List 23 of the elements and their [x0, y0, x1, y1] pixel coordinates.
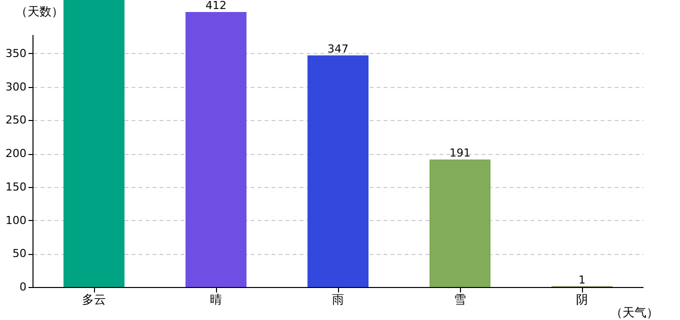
y-tick-label: 150	[6, 180, 26, 194]
x-tick-label: 雨	[332, 292, 344, 306]
bar	[308, 55, 368, 287]
y-tick-label: 250	[6, 114, 26, 127]
data-label: 1	[578, 273, 586, 286]
bar	[186, 12, 246, 287]
data-label: 412	[206, 0, 226, 12]
y-tick-label: 300	[6, 80, 26, 94]
x-tick-label: 雪	[454, 292, 466, 306]
bar	[430, 160, 490, 287]
data-label: 347	[328, 42, 348, 56]
y-axis-title: （天数）	[16, 4, 64, 18]
y-tick-label: 0	[20, 280, 26, 294]
x-tick-label: 多云	[82, 292, 106, 306]
x-tick-label: 阴	[576, 292, 588, 306]
y-tick-label: 350	[6, 46, 26, 60]
y-tick-label: 100	[6, 214, 26, 227]
y-tick-label: 200	[6, 147, 26, 160]
x-axis-title: （天气）	[610, 306, 658, 320]
y-tick-label: 50	[12, 247, 26, 260]
x-tick-label: 晴	[210, 292, 222, 306]
data-label: 191	[450, 146, 470, 160]
bar	[64, 0, 124, 287]
